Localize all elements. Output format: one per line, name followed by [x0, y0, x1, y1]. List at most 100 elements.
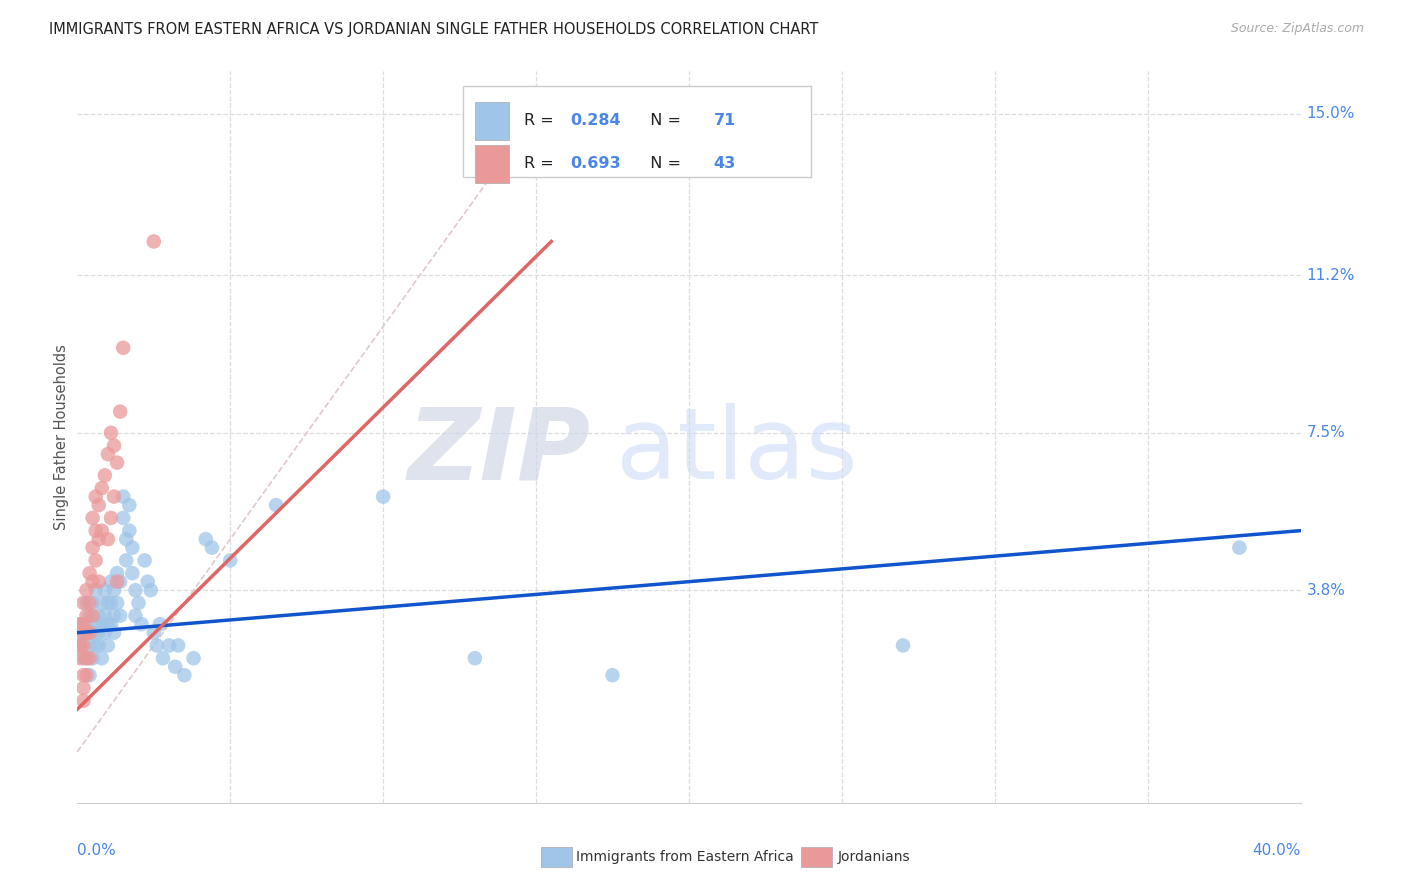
Point: [79, 651, 101, 665]
Point: [157, 639, 180, 653]
Point: [76, 668, 98, 682]
Point: [105, 456, 128, 470]
Point: [108, 404, 131, 418]
Point: [72, 668, 94, 682]
Point: [100, 511, 122, 525]
Point: [90, 596, 112, 610]
Point: [87, 532, 110, 546]
Point: [82, 511, 104, 525]
Point: [891, 639, 914, 653]
Point: [69, 617, 91, 632]
Text: R =: R =: [524, 113, 558, 128]
Point: [100, 574, 122, 589]
Point: [121, 541, 143, 555]
Point: [167, 639, 190, 653]
Point: [112, 511, 135, 525]
Point: [90, 524, 112, 538]
Point: [76, 617, 98, 632]
Text: atlas: atlas: [616, 403, 858, 500]
Point: [1229, 541, 1251, 555]
Point: [94, 583, 117, 598]
Text: 71: 71: [713, 113, 735, 128]
Point: [183, 651, 205, 665]
Point: [112, 341, 135, 355]
Y-axis label: Single Father Households: Single Father Households: [53, 344, 69, 530]
Point: [82, 608, 104, 623]
Point: [115, 553, 138, 567]
Point: [69, 651, 91, 665]
Point: [84, 617, 107, 632]
Text: 3.8%: 3.8%: [1306, 582, 1346, 598]
Point: [79, 608, 101, 623]
Point: [103, 583, 125, 598]
FancyBboxPatch shape: [463, 86, 811, 178]
Text: Immigrants from Eastern Africa: Immigrants from Eastern Africa: [576, 850, 794, 864]
Point: [100, 596, 122, 610]
Point: [79, 566, 101, 581]
Point: [72, 694, 94, 708]
Point: [264, 498, 287, 512]
Point: [165, 659, 187, 673]
Text: 7.5%: 7.5%: [1306, 425, 1346, 441]
Point: [112, 490, 135, 504]
FancyBboxPatch shape: [475, 102, 509, 140]
Point: [87, 639, 110, 653]
Point: [72, 596, 94, 610]
Point: [76, 651, 98, 665]
Point: [219, 553, 242, 567]
Point: [105, 566, 128, 581]
Point: [146, 639, 169, 653]
Point: [115, 532, 138, 546]
Text: IMMIGRANTS FROM EASTERN AFRICA VS JORDANIAN SINGLE FATHER HOUSEHOLDS CORRELATION: IMMIGRANTS FROM EASTERN AFRICA VS JORDAN…: [49, 22, 818, 37]
Text: Jordanians: Jordanians: [838, 850, 911, 864]
Point: [121, 566, 143, 581]
Point: [124, 583, 146, 598]
Point: [97, 639, 120, 653]
Point: [72, 625, 94, 640]
Point: [103, 490, 125, 504]
Text: R =: R =: [524, 156, 558, 171]
Point: [84, 524, 107, 538]
Point: [124, 608, 146, 623]
Text: 0.284: 0.284: [571, 113, 621, 128]
Point: [72, 617, 94, 632]
Point: [100, 425, 122, 440]
Point: [69, 639, 91, 653]
Point: [108, 574, 131, 589]
Point: [87, 625, 110, 640]
Point: [76, 596, 98, 610]
Point: [94, 625, 117, 640]
Point: [76, 583, 98, 598]
Point: [87, 608, 110, 623]
Point: [76, 608, 98, 623]
Text: 40.0%: 40.0%: [1253, 843, 1301, 858]
Point: [194, 532, 217, 546]
Point: [84, 553, 107, 567]
Text: ZIP: ZIP: [408, 403, 591, 500]
FancyBboxPatch shape: [475, 145, 509, 183]
Point: [87, 574, 110, 589]
Text: 43: 43: [713, 156, 735, 171]
Point: [105, 574, 128, 589]
Point: [94, 468, 117, 483]
Text: 0.0%: 0.0%: [77, 843, 117, 858]
Point: [72, 681, 94, 695]
Point: [103, 625, 125, 640]
Point: [82, 574, 104, 589]
Point: [82, 625, 104, 640]
Text: 11.2%: 11.2%: [1306, 268, 1355, 283]
Point: [97, 596, 120, 610]
Point: [100, 617, 122, 632]
Point: [90, 617, 112, 632]
Point: [76, 651, 98, 665]
Text: Source: ZipAtlas.com: Source: ZipAtlas.com: [1230, 22, 1364, 36]
Point: [87, 498, 110, 512]
Point: [94, 608, 117, 623]
Point: [371, 490, 394, 504]
Point: [97, 532, 120, 546]
Point: [69, 625, 91, 640]
Point: [97, 617, 120, 632]
Point: [69, 617, 91, 632]
Text: 15.0%: 15.0%: [1306, 106, 1355, 121]
Point: [79, 639, 101, 653]
